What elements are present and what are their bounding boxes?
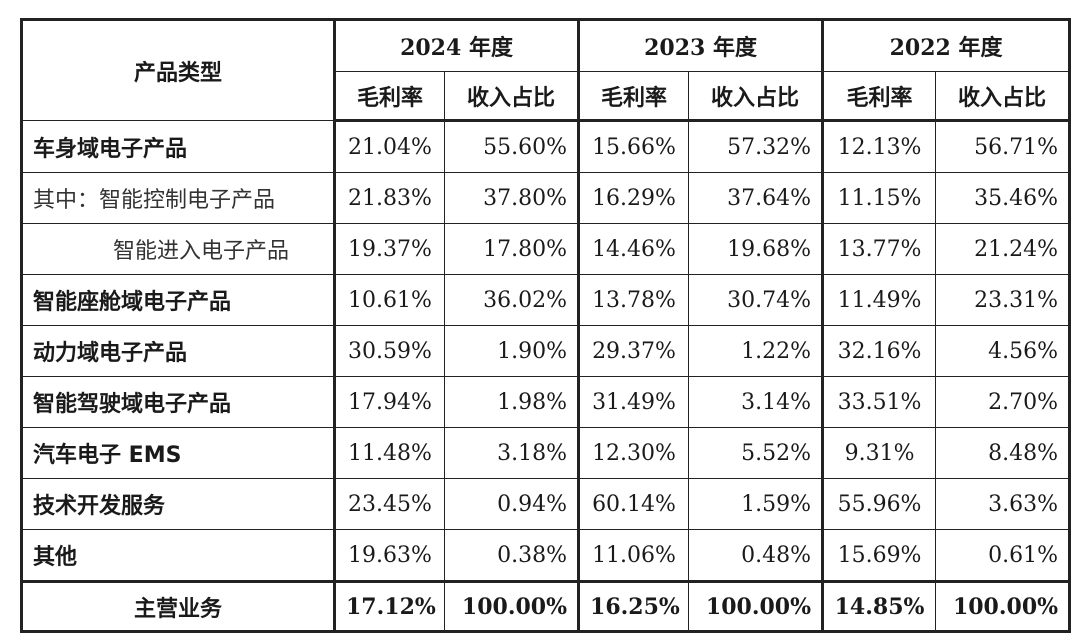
- total-row: 主营业务 17.12% 100.00% 16.25% 100.00% 14.85…: [20, 580, 1072, 633]
- table-cell: 17.80%: [443, 223, 581, 275]
- gross-margin-table: 产品类型 2024 年度 2023 年度 2022 年度 毛利率 收入占比 毛利…: [20, 18, 1072, 633]
- sub-header-margin: 毛利率: [334, 71, 445, 122]
- sub-header-share: 收入占比: [935, 71, 1072, 122]
- table-cell: 35.46%: [935, 172, 1072, 224]
- table-row: 智能进入电子产品 19.37% 17.80% 14.46% 19.68% 13.77% 21…: [20, 223, 1072, 275]
- sub-header-margin: 毛利率: [578, 71, 690, 122]
- row-label: 智能进入电子产品: [20, 223, 336, 275]
- table-cell: 1.98%: [443, 376, 581, 428]
- row-label: 智能驾驶域电子产品: [20, 376, 336, 428]
- table-body: 车身域电子产品 21.04% 55.60% 15.66% 57.32% 12.13% 56.…: [20, 120, 1072, 582]
- row-label: 技术开发服务: [20, 478, 336, 530]
- table-row: 动力域电子产品 30.59% 1.90% 29.37% 1.22% 32.16% 4.56%: [20, 325, 1072, 377]
- table-cell: 17.94%: [334, 376, 445, 428]
- row-label: 汽车电子 EMS: [20, 427, 336, 479]
- total-cell: 17.12%: [334, 580, 445, 633]
- table-row: 智能座舱域电子产品 10.61% 36.02% 13.78% 30.74% 11.49% 2…: [20, 274, 1072, 326]
- table-cell: 3.18%: [443, 427, 581, 479]
- table-cell: 13.78%: [578, 274, 690, 326]
- table-cell: 12.30%: [578, 427, 690, 479]
- table-cell: 12.13%: [822, 120, 937, 173]
- table-cell: 4.56%: [935, 325, 1072, 377]
- table-cell: 14.46%: [578, 223, 690, 275]
- row-label: 车身域电子产品: [20, 120, 336, 173]
- table-row: 智能驾驶域电子产品 17.94% 1.98% 31.49% 3.14% 33.51% 2.7…: [20, 376, 1072, 428]
- sub-header-margin: 毛利率: [822, 71, 937, 122]
- table-cell: 2.70%: [935, 376, 1072, 428]
- table-cell: 1.22%: [688, 325, 825, 377]
- table-row: 其他 19.63% 0.38% 11.06% 0.48% 15.69% 0.61%: [20, 529, 1072, 582]
- table-cell: 60.14%: [578, 478, 690, 530]
- table-cell: 36.02%: [443, 274, 581, 326]
- row-label: 智能座舱域电子产品: [20, 274, 336, 326]
- table-cell: 31.49%: [578, 376, 690, 428]
- table-row: 技术开发服务 23.45% 0.94% 60.14% 1.59% 55.96% 3.63%: [20, 478, 1072, 530]
- table-cell: 19.63%: [334, 529, 445, 582]
- year-header-2024: 2024 年度: [333, 18, 581, 72]
- table-cell: 21.04%: [334, 120, 445, 173]
- table-cell: 15.69%: [822, 529, 937, 582]
- table-cell: 30.74%: [688, 274, 825, 326]
- table-cell: 11.49%: [822, 274, 937, 326]
- total-cell: 16.25%: [578, 580, 690, 633]
- table-cell: 29.37%: [578, 325, 690, 377]
- table-cell: 3.63%: [935, 478, 1072, 530]
- table-cell: 5.52%: [688, 427, 825, 479]
- table-cell: 19.37%: [334, 223, 445, 275]
- table-row: 汽车电子 EMS 11.48% 3.18% 12.30% 5.52% 9.31% 8.48%: [20, 427, 1072, 479]
- table-cell: 3.14%: [688, 376, 825, 428]
- table-cell: 56.71%: [935, 120, 1072, 173]
- header-row-years: 产品类型 2024 年度 2023 年度 2022 年度: [20, 18, 1072, 121]
- total-label: 主营业务: [20, 580, 336, 633]
- table-row: 其中：智能控制电子产品 21.83% 37.80% 16.29% 37.64% 11.15…: [20, 172, 1072, 224]
- row-label: 其他: [20, 529, 336, 582]
- table-cell: 0.48%: [688, 529, 825, 582]
- total-cell: 100.00%: [688, 580, 825, 633]
- table-cell: 11.15%: [822, 172, 937, 224]
- table-cell: 55.96%: [822, 478, 937, 530]
- table-cell: 23.45%: [334, 478, 445, 530]
- table-cell: 9.31%: [822, 427, 937, 479]
- table-cell: 21.24%: [935, 223, 1072, 275]
- year-header-2022: 2022 年度: [822, 18, 1072, 72]
- table-cell: 37.80%: [443, 172, 581, 224]
- table-cell: 11.48%: [334, 427, 445, 479]
- total-cell: 14.85%: [822, 580, 937, 633]
- table-cell: 19.68%: [688, 223, 825, 275]
- row-label: 动力域电子产品: [20, 325, 336, 377]
- table-cell: 16.29%: [578, 172, 690, 224]
- table-cell: 10.61%: [334, 274, 445, 326]
- table-cell: 8.48%: [935, 427, 1072, 479]
- table-cell: 32.16%: [822, 325, 937, 377]
- row-label: 其中：智能控制电子产品: [20, 172, 336, 224]
- sub-header-share: 收入占比: [688, 71, 825, 122]
- total-cell: 100.00%: [443, 580, 581, 633]
- table-cell: 37.64%: [688, 172, 825, 224]
- table-cell: 1.59%: [688, 478, 825, 530]
- table-cell: 57.32%: [688, 120, 825, 173]
- table-cell: 0.94%: [443, 478, 581, 530]
- total-cell: 100.00%: [935, 580, 1072, 633]
- table-cell: 0.38%: [443, 529, 581, 582]
- table-cell: 13.77%: [822, 223, 937, 275]
- table-cell: 11.06%: [578, 529, 690, 582]
- year-header-2023: 2023 年度: [578, 18, 825, 72]
- table-cell: 15.66%: [578, 120, 690, 173]
- table-row: 车身域电子产品 21.04% 55.60% 15.66% 57.32% 12.13% 56.…: [20, 120, 1072, 173]
- table-cell: 1.90%: [443, 325, 581, 377]
- table-cell: 55.60%: [443, 120, 581, 173]
- header-row-metrics: 毛利率 收入占比 毛利率 收入占比 毛利率 收入占比: [22, 71, 1072, 122]
- table-cell: 0.61%: [935, 529, 1072, 582]
- category-header: 产品类型: [20, 18, 336, 121]
- table-cell: 21.83%: [334, 172, 445, 224]
- table-cell: 30.59%: [334, 325, 445, 377]
- sub-header-share: 收入占比: [443, 71, 581, 122]
- table-cell: 33.51%: [822, 376, 937, 428]
- table-cell: 23.31%: [935, 274, 1072, 326]
